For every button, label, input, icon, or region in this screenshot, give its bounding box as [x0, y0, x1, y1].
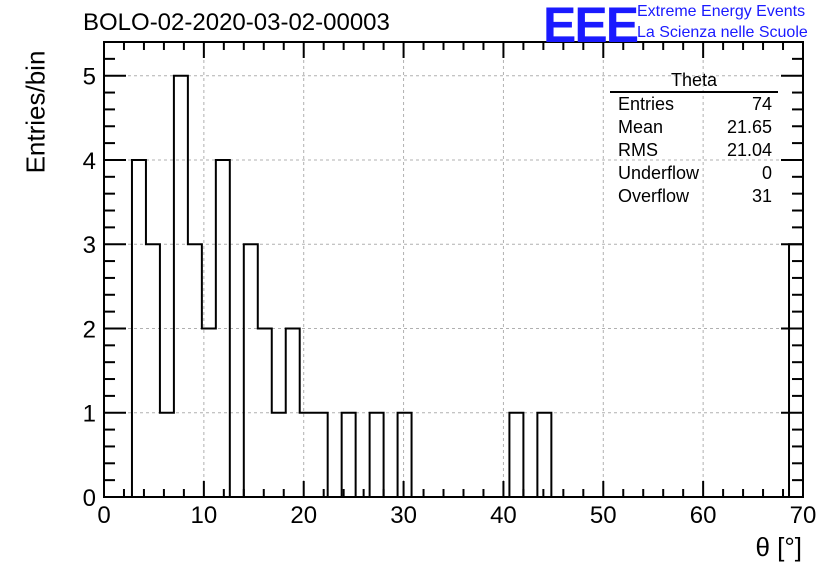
histogram-title: BOLO-02-2020-03-02-00003: [83, 9, 390, 36]
stats-row-underflow: Underflow 0: [610, 162, 778, 185]
stats-row-overflow: Overflow 31: [610, 185, 778, 208]
y-tick-label: 2: [83, 316, 96, 343]
y-axis-label: Entries/bin: [20, 50, 51, 174]
y-tick-label: 3: [83, 232, 96, 259]
stats-label: Underflow: [618, 163, 700, 183]
x-tick-label: 0: [97, 502, 110, 529]
stats-label: Overflow: [618, 186, 690, 206]
y-tick-label: 5: [83, 64, 96, 91]
x-axis-label: θ [°]: [755, 532, 802, 562]
stats-row-mean: Mean 21.65: [610, 116, 778, 139]
x-tick-label: 10: [191, 502, 218, 529]
stats-title: Theta: [610, 70, 778, 93]
stats-row-rms: RMS 21.04: [610, 139, 778, 162]
x-tick-label: 40: [490, 502, 517, 529]
logo-line-2: La Scienza nelle Scuole: [637, 24, 808, 41]
plot-frame: [103, 41, 804, 498]
stats-value: 21.04: [726, 140, 772, 160]
stats-label: RMS: [618, 140, 658, 160]
x-tick-label: 30: [390, 502, 417, 529]
x-tick-label: 20: [290, 502, 317, 529]
y-tick-label: 0: [83, 485, 96, 512]
stats-value: 74: [751, 94, 772, 114]
x-tick-label: 70: [790, 502, 817, 529]
logo-line-1: Extreme Energy Events: [637, 3, 806, 20]
stats-value: 0: [761, 163, 772, 183]
stats-value: 21.65: [726, 117, 772, 137]
axis-ticks: 0 10 20 30 40 50 60 70 0 1 2 3 4 5: [83, 41, 817, 529]
stats-label: Mean: [618, 117, 664, 137]
stats-value: 31: [751, 186, 772, 206]
eee-logo: EEE: [543, 0, 639, 53]
x-tick-label: 60: [690, 502, 717, 529]
x-tick-label: 50: [590, 502, 617, 529]
stats-label: Entries: [618, 94, 675, 114]
y-tick-label: 1: [83, 401, 96, 428]
stats-row-entries: Entries 74: [610, 93, 778, 116]
y-tick-label: 4: [83, 148, 96, 175]
stats-box: Theta Entries 74 Mean 21.65 RMS 21.04 Un…: [610, 70, 778, 208]
